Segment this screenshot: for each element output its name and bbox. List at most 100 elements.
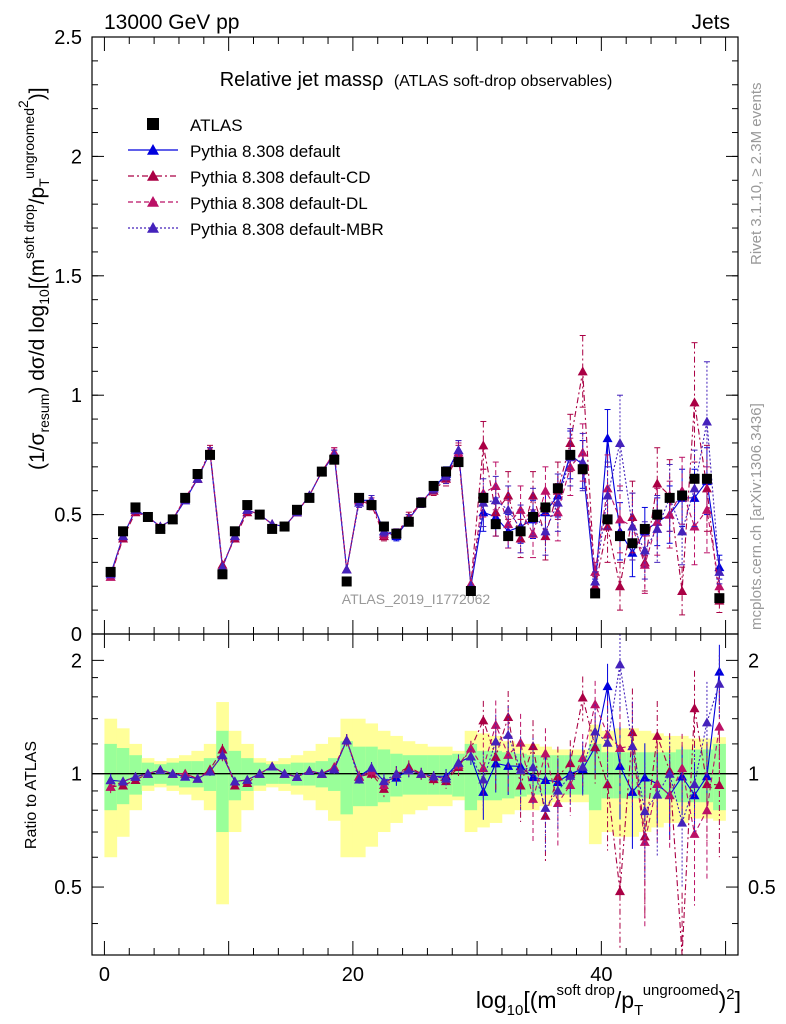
series-3-ratio-point — [205, 766, 216, 776]
series-1-ratio-point — [577, 692, 588, 702]
series-3-ratio-point — [677, 817, 688, 827]
series-0-ratio-point — [639, 772, 650, 782]
series-3-point — [590, 576, 601, 586]
series-3-point — [217, 562, 228, 572]
x-tick-label: 40 — [590, 964, 612, 986]
legend-series-label: Pythia 8.308 default-CD — [190, 168, 371, 187]
data-point — [465, 586, 476, 597]
series-1-point — [528, 490, 539, 500]
series-3-ratio-point — [428, 771, 439, 781]
series-3-point — [677, 526, 688, 536]
data-point — [291, 504, 302, 515]
data-point — [229, 526, 240, 537]
series-2-ratio-point — [614, 742, 625, 752]
series-3-line — [110, 421, 720, 587]
data-point — [403, 516, 414, 527]
data-point — [391, 528, 402, 539]
series-3-point — [453, 445, 464, 455]
ratio-tick-label: 1 — [71, 764, 82, 786]
data-point — [329, 454, 340, 465]
series-3-point — [341, 564, 352, 574]
series-1-point — [577, 366, 588, 376]
legend-series-marker — [147, 222, 159, 233]
data-point — [378, 521, 389, 532]
series-0-ratio-point — [602, 681, 613, 691]
series-3-ratio-point — [192, 773, 203, 783]
series-3-ratio-point — [304, 765, 315, 775]
series-3-ratio-point — [652, 789, 663, 799]
series-1-point — [689, 397, 700, 407]
data-point — [639, 523, 650, 534]
series-3-ratio-point — [403, 765, 414, 775]
data-point — [602, 514, 613, 525]
data-point — [366, 500, 377, 511]
series-3-point — [490, 495, 501, 505]
series-3-ratio-point — [217, 750, 228, 760]
ratio-band-inner — [340, 741, 354, 815]
series-1-ratio-point — [503, 711, 514, 721]
series-3-point — [701, 416, 712, 426]
main-frame — [91, 36, 739, 635]
series-2-ratio-point — [701, 805, 712, 815]
ratio-series — [105, 634, 725, 956]
series-2-point — [639, 559, 650, 569]
series-2-ratio-point — [677, 763, 688, 773]
series-3-ratio-point — [229, 776, 240, 786]
data-point — [627, 538, 638, 549]
data-point — [279, 521, 290, 532]
series-3-ratio-point — [316, 768, 327, 778]
data-point — [503, 531, 514, 542]
chart-title-main: Relative jet massρ — [220, 69, 384, 91]
series-3-ratio-point — [590, 726, 601, 736]
data-point — [689, 473, 700, 484]
series-3-ratio-point — [689, 779, 700, 789]
series-3-ratio-point — [490, 736, 501, 746]
series-3-ratio-point — [242, 774, 253, 784]
series-3-ratio-point — [441, 773, 452, 783]
series-3-ratio-point — [614, 659, 625, 669]
data-point — [254, 509, 265, 520]
data-point — [304, 492, 315, 503]
ratio-tick-label-right: 2 — [748, 650, 759, 672]
series-3-ratio-point — [602, 737, 613, 747]
legend-series-marker — [147, 170, 159, 181]
series-3-ratio-point — [341, 735, 352, 745]
series-3-ratio-point — [416, 768, 427, 778]
y-tick-label: 2.5 — [54, 27, 82, 49]
series-3-ratio-point — [167, 768, 178, 778]
series-3-ratio-point — [540, 802, 551, 812]
ratio-tick-label: 0.5 — [54, 877, 82, 899]
y-tick-label: 0.5 — [54, 505, 82, 527]
series-3-point — [552, 497, 563, 507]
y-tick-label: 0 — [71, 624, 82, 646]
series-3-ratio-point — [552, 785, 563, 795]
rivet-version-label: Rivet 3.1.10, ≥ 2.3M events — [748, 83, 765, 266]
main-series — [105, 335, 725, 616]
data-point — [577, 464, 588, 475]
y-tick-label: 1.5 — [54, 266, 82, 288]
series-3-point — [577, 457, 588, 467]
series-3-ratio-point — [664, 768, 675, 778]
data-point — [167, 514, 178, 525]
data-point — [142, 511, 153, 522]
data-point — [652, 509, 663, 520]
series-3-ratio-point — [453, 757, 464, 767]
series-0-point — [602, 433, 613, 443]
series-3-ratio-point — [130, 771, 141, 781]
data-point — [192, 469, 203, 480]
series-1-ratio-point — [714, 779, 725, 789]
data-point — [490, 519, 501, 530]
series-3-point — [652, 523, 663, 533]
data-point — [354, 492, 365, 503]
data-point — [428, 480, 439, 491]
series-1-ratio-point — [478, 715, 489, 725]
series-2-ratio-point — [590, 699, 601, 709]
header-process-label: Jets — [691, 11, 730, 34]
legend-data-label: ATLAS — [190, 116, 243, 135]
data-point — [552, 483, 563, 494]
series-3-ratio-point — [354, 774, 365, 784]
y-tick-label: 1 — [71, 385, 82, 407]
series-1-point — [614, 581, 625, 591]
data-point — [540, 502, 551, 513]
